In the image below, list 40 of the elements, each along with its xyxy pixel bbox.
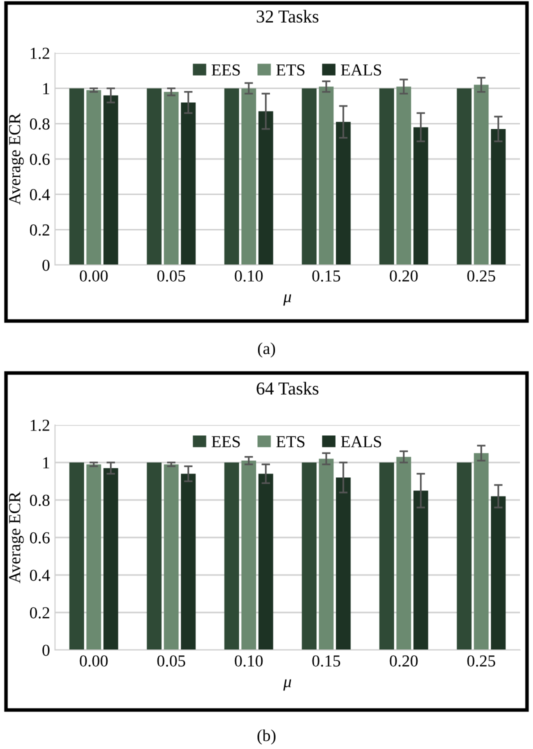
y-tick-label: 1 xyxy=(43,83,50,94)
x-tick-label: 0.20 xyxy=(390,655,418,667)
y-axis-title: Average ECR xyxy=(9,492,24,584)
x-axis-title: μ xyxy=(283,294,292,306)
x-axis-title: μ xyxy=(283,679,292,691)
x-tick-label: 0.00 xyxy=(80,655,108,667)
text: (b) xyxy=(258,729,276,745)
y-tick-label: 1 xyxy=(43,457,50,468)
y-tick-label: 0 xyxy=(42,260,50,271)
y-tick-label: 0.8 xyxy=(30,494,50,506)
y-tick-label: 0.8 xyxy=(30,118,50,130)
y-tick-label: 0 xyxy=(42,644,50,656)
legend-label: EALS xyxy=(340,436,382,448)
legend-label: EALS xyxy=(340,64,382,76)
x-tick-label: 0.05 xyxy=(157,655,186,667)
chart-title: 64 Tasks xyxy=(256,382,318,395)
y-tick-label: 1.2 xyxy=(30,48,50,60)
legend-label: EES xyxy=(212,64,240,76)
x-tick-label: 0.15 xyxy=(312,270,340,282)
y-tick-label: 0.4 xyxy=(30,189,50,200)
y-tick-label: 0.2 xyxy=(30,224,50,236)
y-tick-label: 1.2 xyxy=(30,420,50,432)
x-tick-label: 0.15 xyxy=(312,655,340,667)
y-tick-label: 0.4 xyxy=(30,570,50,582)
legend-label: ETS xyxy=(276,436,304,448)
y-tick-label: 0.6 xyxy=(30,532,50,544)
x-tick-label: 0.10 xyxy=(234,655,263,667)
legend-label: EES xyxy=(212,436,240,448)
x-tick-label: 0.25 xyxy=(467,270,496,282)
x-tick-label: 0.10 xyxy=(234,270,263,282)
y-tick-label: 0.6 xyxy=(30,154,50,166)
y-tick-label: 0.2 xyxy=(30,607,50,619)
x-tick-label: 0.00 xyxy=(80,270,108,282)
chart-title: 32 Tasks xyxy=(256,10,318,23)
text: (a) xyxy=(258,342,276,358)
x-tick-label: 0.20 xyxy=(390,270,418,282)
y-axis-title: Average ECR xyxy=(9,113,24,205)
legend-label: ETS xyxy=(276,64,304,76)
x-tick-label: 0.05 xyxy=(157,270,186,282)
x-tick-label: 0.25 xyxy=(467,655,496,667)
